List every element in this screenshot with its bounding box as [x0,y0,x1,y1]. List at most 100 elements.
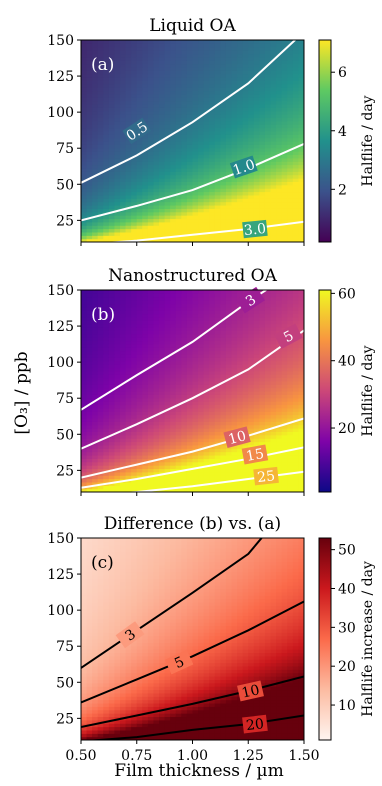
heatmap-cell [97,66,104,71]
heatmap-cell [231,488,238,492]
heatmap-cell [125,231,132,236]
heatmap-cell [159,438,166,443]
heatmap-cell [103,235,110,240]
heatmap-cell [209,384,216,389]
heatmap-cell [97,191,104,196]
heatmap-cell [120,157,127,162]
heatmap-cell [103,103,110,108]
heatmap-cell [125,164,132,169]
heatmap-cell [114,333,121,338]
heatmap-cell [175,394,182,399]
heatmap-cell [192,333,199,338]
heatmap-cell [142,161,149,166]
heatmap-cell [125,181,132,186]
heatmap-cell [192,347,199,352]
heatmap-cell [81,676,88,680]
heatmap-cell [81,632,88,637]
heatmap-cell [170,63,177,68]
heatmap-cell [292,434,300,439]
heatmap-cell [281,488,288,492]
heatmap-cell [209,63,216,68]
heatmap-cell [97,110,104,115]
heatmap-cell [292,198,300,203]
heatmap-cell [97,424,104,429]
heatmap-cell [198,417,205,422]
heatmap-cell [237,77,244,81]
heatmap-cell [81,157,88,162]
heatmap-cell [253,485,260,490]
heatmap-cell [131,184,138,189]
heatmap-cell [108,313,116,318]
heatmap-cell [287,323,294,328]
heatmap-cell [281,424,288,429]
heatmap-cell [270,316,277,321]
heatmap-cell [125,306,132,311]
heatmap-cell [203,347,210,352]
heatmap-cell [97,485,104,490]
heatmap-cell [86,221,93,226]
heatmap-cell [159,178,166,182]
heatmap-cell [92,343,99,348]
heatmap-cell [214,167,221,172]
heatmap-cell [86,151,93,156]
heatmap-cell [203,114,210,119]
heatmap-cell [131,438,138,443]
heatmap-cell [276,188,283,193]
heatmap-cell [175,387,182,392]
heatmap-cell [142,93,149,98]
heatmap-cell [81,300,88,305]
heatmap-cell [231,63,238,68]
heatmap-cell [147,120,155,125]
heatmap-cell [181,424,188,429]
heatmap-cell [159,93,166,98]
heatmap-cell [225,83,233,88]
heatmap-cell [242,151,249,156]
heatmap-cell [81,571,88,576]
heatmap-cell [164,438,171,443]
heatmap-cell [147,343,155,348]
heatmap-cell [287,103,294,108]
heatmap-cell [242,97,249,102]
heatmap-cell [125,144,132,149]
heatmap-cell [214,417,221,422]
heatmap-cell [131,90,138,95]
heatmap-cell [276,144,283,149]
heatmap-cell [231,87,238,92]
heatmap-cell [142,66,149,71]
heatmap-cell [175,370,182,375]
heatmap-cell [220,164,227,169]
heatmap-cell [97,454,104,459]
heatmap-cell [192,218,199,223]
heatmap-cell [164,83,171,88]
heatmap-cell [131,313,138,318]
heatmap-cell [120,167,127,172]
heatmap-cell [142,451,149,456]
heatmap-cell [92,357,99,362]
heatmap-cell [198,454,205,459]
heatmap-cell [264,367,272,372]
heatmap-cell [181,204,188,209]
heatmap-cell [203,391,210,395]
heatmap-cell [253,306,260,311]
heatmap-cell [136,228,143,233]
heatmap-cell [264,231,272,236]
heatmap-cell [276,438,283,443]
heatmap-cell [181,228,188,233]
heatmap-cell [120,347,127,352]
heatmap-cell [142,320,149,325]
heatmap-cell [248,421,255,426]
heatmap-cell [287,417,294,422]
heatmap-cell [209,448,216,453]
heatmap-cell [181,461,188,466]
heatmap-cell [97,313,104,318]
heatmap-cell [92,231,99,236]
heatmap-cell [281,411,288,416]
heatmap-cell [270,184,277,189]
heatmap-cell [276,374,283,379]
heatmap-cell [203,478,210,483]
heatmap-cell [225,310,233,315]
heatmap-cell [203,191,210,196]
heatmap-cell [270,421,277,426]
heatmap-cell [131,70,138,75]
heatmap-cell [225,296,233,301]
